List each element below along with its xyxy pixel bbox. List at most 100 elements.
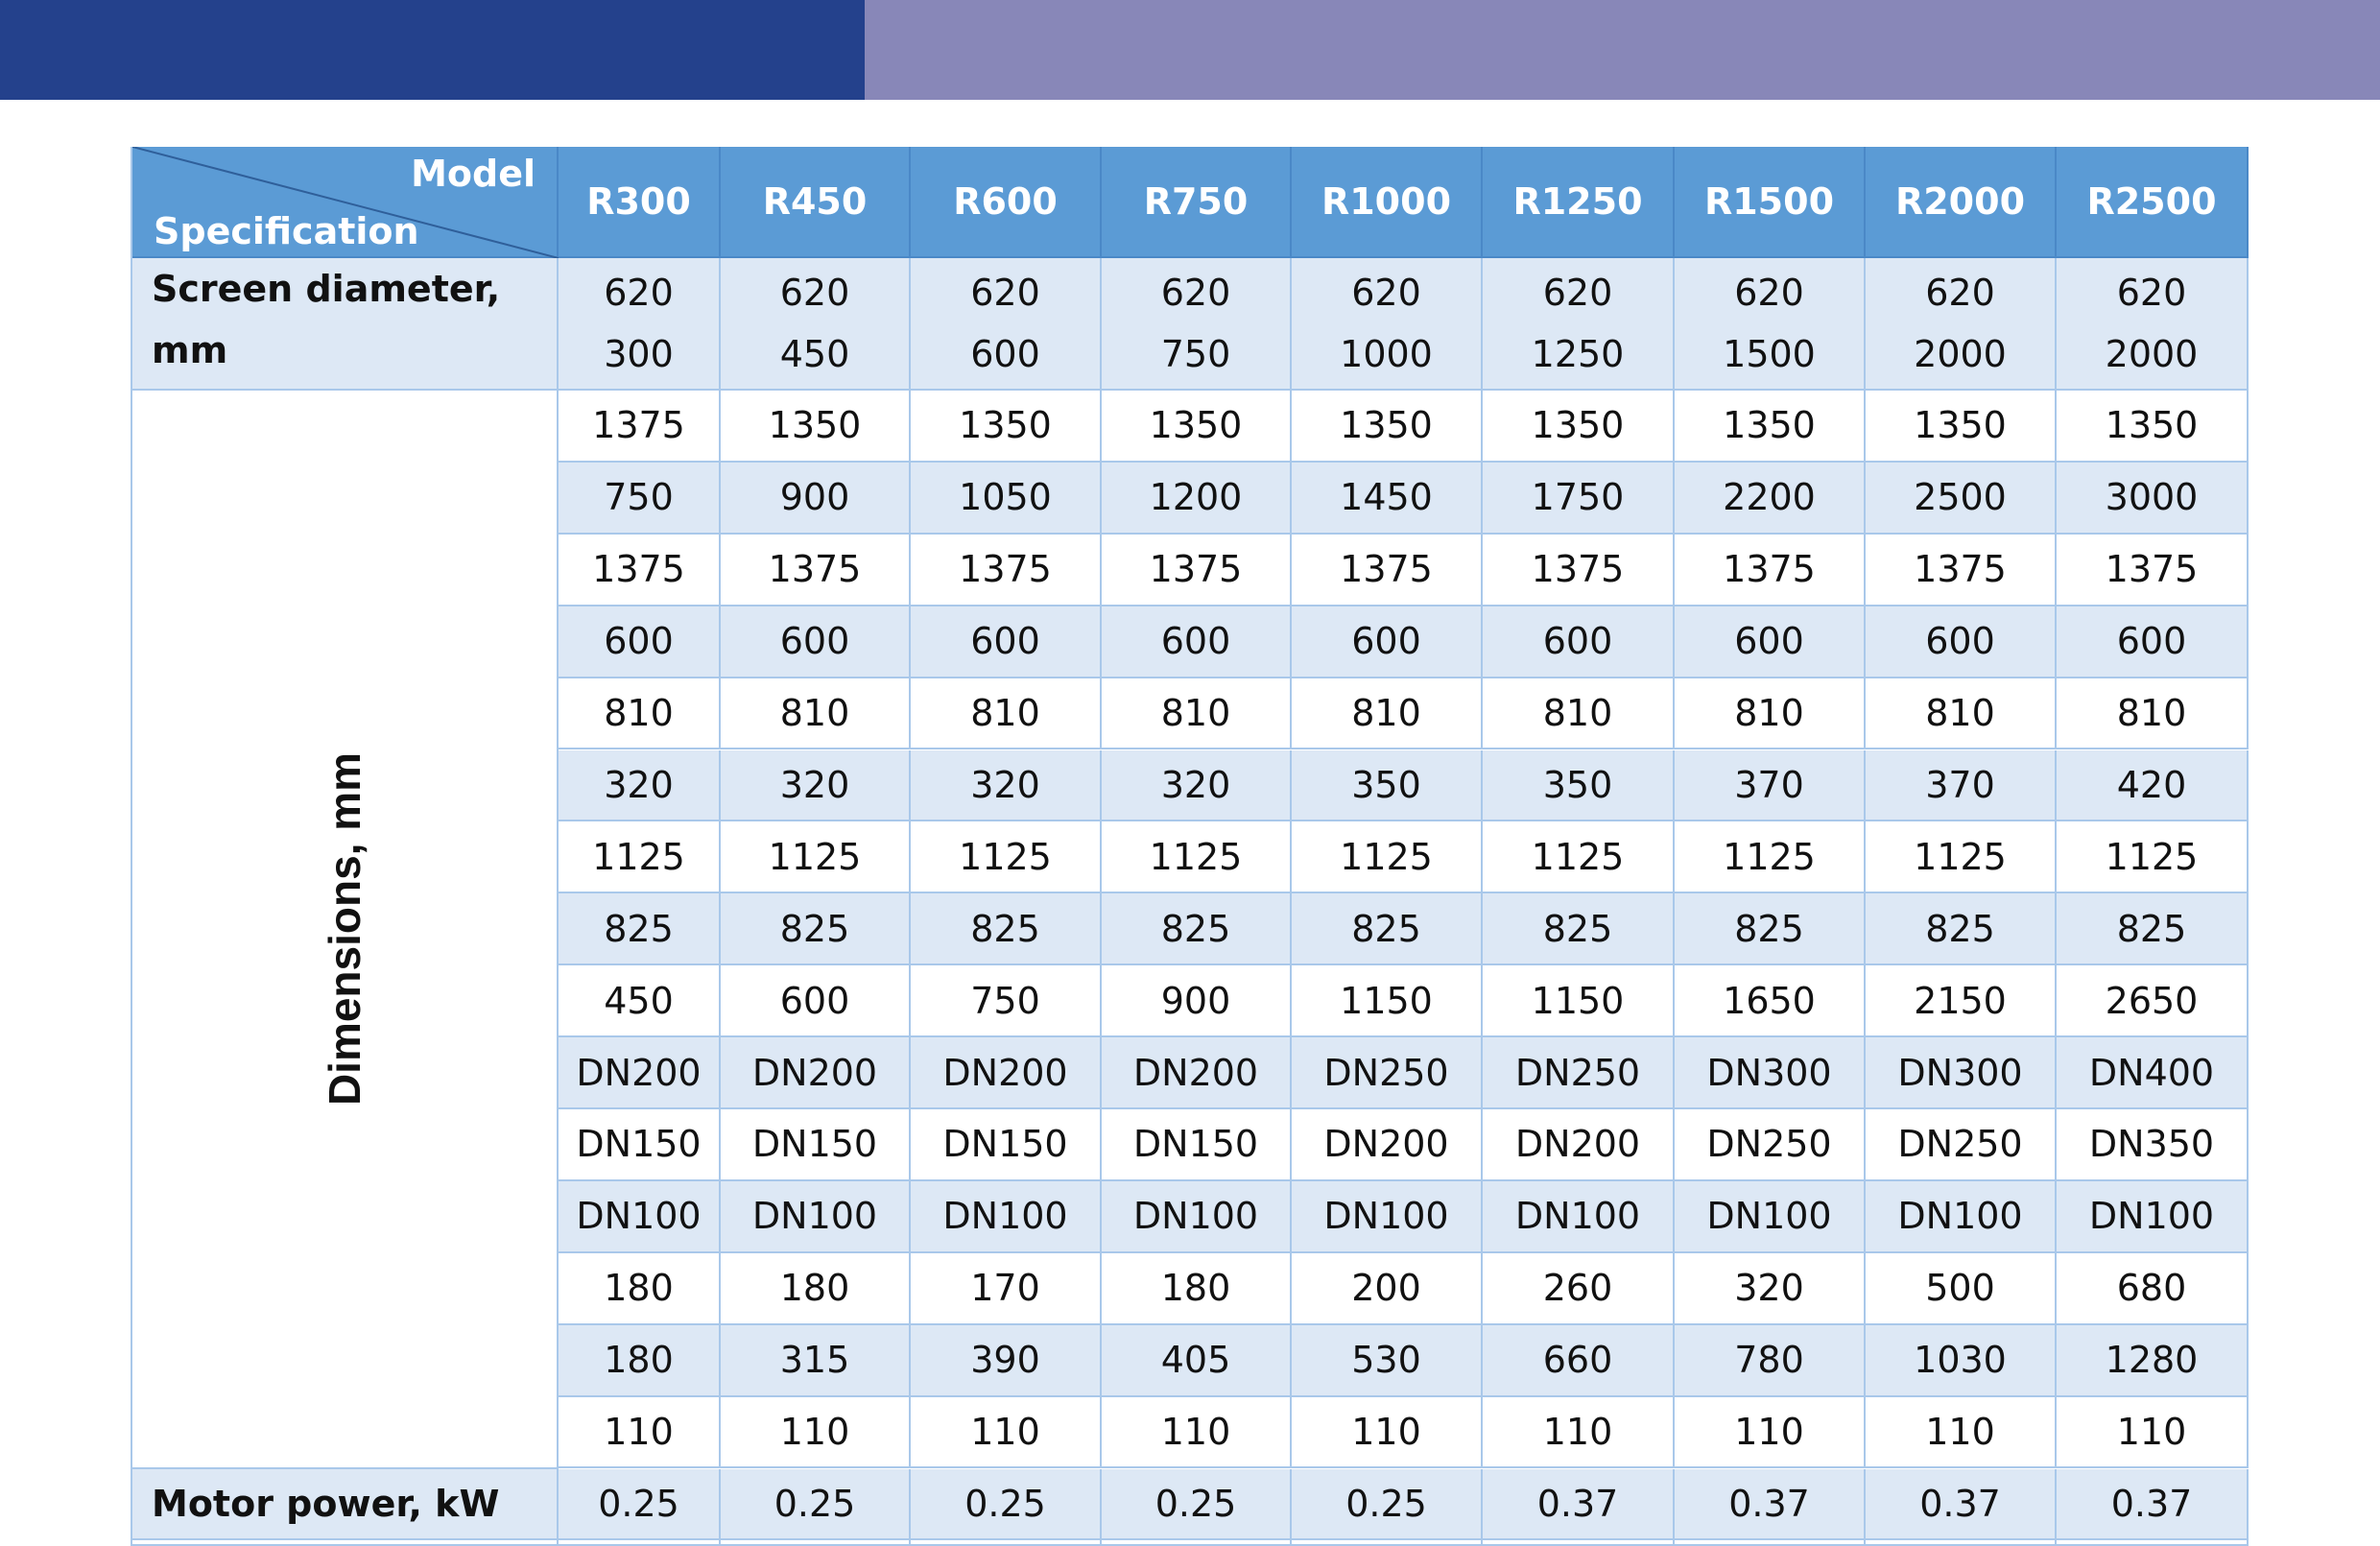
model-header: R750 <box>1102 147 1292 258</box>
value-cell: DN250 <box>1292 1037 1483 1109</box>
value-cell: DN150 <box>911 1109 1102 1181</box>
value-cell: 1350 <box>1483 391 1675 463</box>
value-cell: 180 <box>721 1252 911 1325</box>
value-cell: 1375 <box>1292 534 1483 607</box>
value: 2000 <box>1914 333 2007 375</box>
value-cell: 110 <box>2057 1396 2249 1469</box>
empty-cell <box>1483 1540 1675 1546</box>
value: 750 <box>1160 333 1231 375</box>
value-cell: 0.37 <box>1866 1468 2057 1541</box>
value-cell: 450 <box>559 965 721 1038</box>
value-cell: 750 <box>911 965 1102 1038</box>
screen-cell: 620 2000 <box>1866 258 2057 391</box>
value-cell: 2200 <box>1675 462 1866 535</box>
value-cell: 170 <box>911 1252 1102 1325</box>
value-cell: 1030 <box>1866 1324 2057 1397</box>
value-cell: DN100 <box>1292 1180 1483 1253</box>
value-cell: 810 <box>2057 678 2249 750</box>
value-cell: 680 <box>2057 1252 2249 1325</box>
value-cell: 825 <box>1675 893 1866 966</box>
value-cell: 1125 <box>721 821 911 894</box>
banner-light <box>865 0 2380 100</box>
corner-top: Model <box>411 153 536 195</box>
value-cell: 110 <box>1675 1396 1866 1469</box>
value-cell: 1375 <box>1102 534 1292 607</box>
value-cell: 500 <box>1866 1252 2057 1325</box>
value: 1000 <box>1340 333 1433 375</box>
row-label: Motor power, kW <box>132 1468 559 1541</box>
value-cell: 810 <box>1866 678 2057 750</box>
value-cell: 0.25 <box>1102 1468 1292 1541</box>
value-cell: 0.37 <box>2057 1468 2249 1541</box>
value-cell: DN100 <box>1483 1180 1675 1253</box>
value-cell: DN200 <box>1102 1037 1292 1109</box>
value: 600 <box>970 333 1040 375</box>
value-cell: 1375 <box>721 534 911 607</box>
model-header: R450 <box>721 147 911 258</box>
value: 620 <box>970 272 1040 314</box>
value-cell: DN100 <box>2057 1180 2249 1253</box>
value-cell: 0.37 <box>1483 1468 1675 1541</box>
value: 620 <box>2116 272 2187 314</box>
value: 450 <box>779 333 850 375</box>
value-cell: 0.37 <box>1675 1468 1866 1541</box>
value-cell: 810 <box>1483 678 1675 750</box>
corner-cell: Model Specification <box>132 147 559 258</box>
value: 1500 <box>1723 333 1816 375</box>
empty-cell <box>1866 1540 2057 1546</box>
value-cell: 825 <box>1102 893 1292 966</box>
value-cell: 1375 <box>2057 534 2249 607</box>
value-cell: DN350 <box>2057 1109 2249 1181</box>
dimensions-label: Dimensions, mm <box>320 751 369 1106</box>
empty-cell <box>1675 1540 1866 1546</box>
value-cell: DN250 <box>1866 1109 2057 1181</box>
value-cell: 825 <box>1292 893 1483 966</box>
value-cell: 180 <box>559 1252 721 1325</box>
value-cell: 260 <box>1483 1252 1675 1325</box>
value-cell: DN100 <box>1866 1180 2057 1253</box>
value-cell: 110 <box>911 1396 1102 1469</box>
model-header: R600 <box>911 147 1102 258</box>
value-cell: 1125 <box>1483 821 1675 894</box>
value-cell: 1200 <box>1102 462 1292 535</box>
value: 1250 <box>1531 333 1625 375</box>
value-cell: 1050 <box>911 462 1102 535</box>
screen-label: Screen diameter, mmScreen length, mm <box>132 258 559 433</box>
value-cell: 1375 <box>1675 534 1866 607</box>
value-cell: 1450 <box>1292 462 1483 535</box>
value-cell: 1350 <box>2057 391 2249 463</box>
row-label: Screen diameter, mm <box>152 268 501 371</box>
value-cell: 825 <box>1483 893 1675 966</box>
value: 620 <box>1160 272 1231 314</box>
value-cell: 750 <box>559 462 721 535</box>
value-cell: 110 <box>721 1396 911 1469</box>
value-cell: 825 <box>1866 893 2057 966</box>
value-cell: 350 <box>1292 749 1483 822</box>
empty-cell <box>721 1540 911 1546</box>
value-cell: 2500 <box>1866 462 2057 535</box>
value-cell: 180 <box>1102 1252 1292 1325</box>
value-cell: 600 <box>559 606 721 678</box>
value-cell: 600 <box>911 606 1102 678</box>
value-cell: DN150 <box>559 1109 721 1181</box>
banner-dark <box>0 0 865 100</box>
value: 620 <box>779 272 850 314</box>
value-cell: 350 <box>1483 749 1675 822</box>
value-cell: DN300 <box>1866 1037 2057 1109</box>
value-cell: 780 <box>1675 1324 1866 1397</box>
model-header: R300 <box>559 147 721 258</box>
value: 620 <box>1351 272 1421 314</box>
value-cell: 1125 <box>1102 821 1292 894</box>
value: 620 <box>1542 272 1613 314</box>
value-cell: 600 <box>2057 606 2249 678</box>
value-cell: 110 <box>1102 1396 1292 1469</box>
value-cell: 370 <box>1675 749 1866 822</box>
value-cell: 1650 <box>1675 965 1866 1038</box>
value-cell: 825 <box>911 893 1102 966</box>
value-cell: 110 <box>1866 1396 2057 1469</box>
empty-cell <box>1292 1540 1483 1546</box>
value-cell: 390 <box>911 1324 1102 1397</box>
value-cell: DN200 <box>559 1037 721 1109</box>
value-cell: 1125 <box>1675 821 1866 894</box>
value-cell: 600 <box>1675 606 1866 678</box>
